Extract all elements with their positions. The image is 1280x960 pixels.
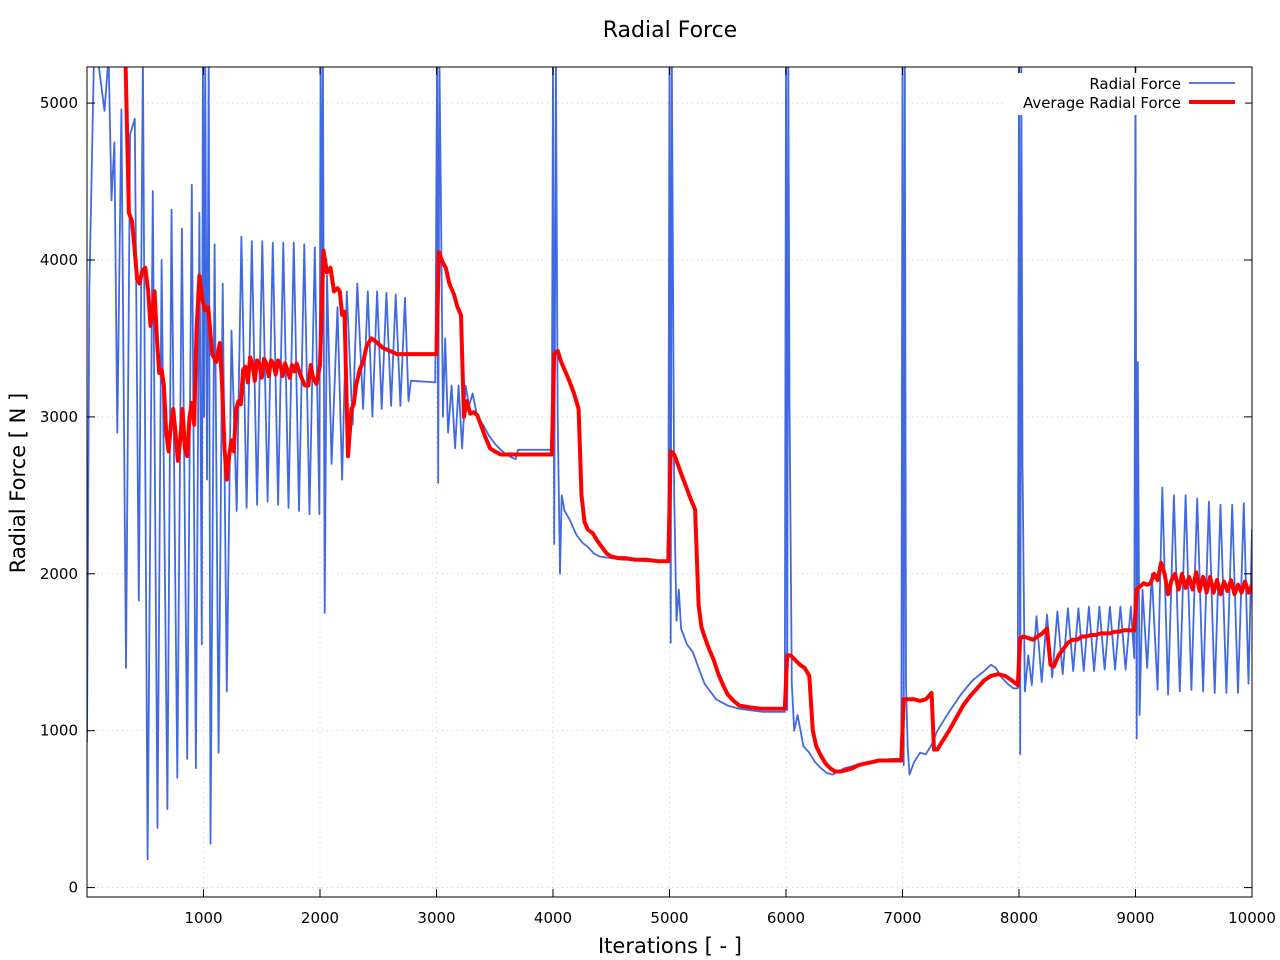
x-tick-label-7000: 7000 — [883, 909, 921, 927]
x-tick-label-1000: 1000 — [184, 909, 222, 927]
y-tick-label-2000: 2000 — [40, 565, 78, 583]
axis-ticks — [87, 67, 1253, 897]
legend-label-average-radial-force: Average Radial Force — [1023, 94, 1181, 112]
legend: Radial Force Average Radial Force — [1005, 73, 1245, 115]
tick-labels: 1000 2000 3000 4000 5000 6000 7000 8000 9000 1000… — [40, 94, 1276, 927]
x-tick-label-10000: 10000 — [1228, 909, 1276, 927]
y-tick-label-4000: 4000 — [40, 251, 78, 269]
y-tick-label-5000: 5000 — [40, 94, 78, 112]
y-tick-label-1000: 1000 — [40, 722, 78, 740]
legend-background — [1005, 73, 1245, 115]
x-tick-label-9000: 9000 — [1116, 909, 1154, 927]
chart-title: Radial Force — [603, 18, 737, 43]
y-tick-label-0: 0 — [68, 879, 78, 897]
x-tick-label-5000: 5000 — [650, 909, 688, 927]
series-layer — [87, 67, 1252, 861]
x-tick-label-8000: 8000 — [1000, 909, 1038, 927]
y-tick-label-3000: 3000 — [40, 408, 78, 426]
series-line-average-radial-force — [123, 67, 1252, 774]
legend-label-radial-force: Radial Force — [1089, 75, 1181, 93]
y-axis-label: Radial Force [ N ] — [6, 393, 30, 573]
x-tick-label-6000: 6000 — [767, 909, 805, 927]
x-tick-label-2000: 2000 — [301, 909, 339, 927]
x-tick-label-4000: 4000 — [534, 909, 572, 927]
x-tick-label-3000: 3000 — [417, 909, 455, 927]
x-axis-label: Iterations [ - ] — [598, 934, 742, 958]
